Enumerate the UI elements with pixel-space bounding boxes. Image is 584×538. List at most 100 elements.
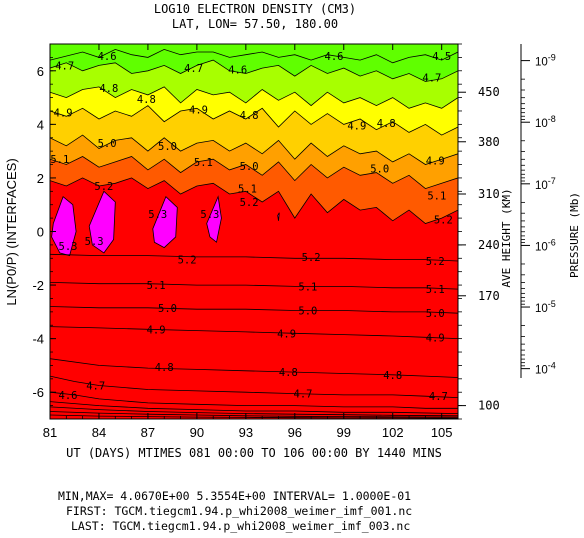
contour-label: 4.6 [59, 390, 78, 402]
contour-label: 4.8 [99, 83, 118, 95]
x-axis: 81 84 87 90 93 96 99 102 105 [43, 44, 459, 440]
contour-label: 5.3 [200, 209, 219, 221]
contour-label: 4.9 [189, 105, 208, 117]
height-tick-label: 170 [478, 289, 500, 303]
contour-label: 5.2 [178, 255, 197, 267]
contour-fill-layer [50, 44, 458, 419]
pressure-tick-label: 10-5 [535, 299, 556, 315]
x-tick-label: 90 [190, 425, 204, 440]
contour-label: 4.6 [325, 51, 344, 63]
contour-label: 4.8 [279, 367, 298, 379]
contour-label: 5.2 [426, 256, 445, 268]
pressure-tick-label: 10-8 [535, 114, 556, 130]
x-tick-label: 105 [431, 425, 453, 440]
contour-label: 4.6 [98, 51, 117, 63]
contour-label: 5.0 [158, 141, 177, 153]
contour-line-5.2 [50, 177, 458, 224]
height-axis: 450 380 310 240 170 100 [457, 43, 500, 420]
contour-line-4.9 [50, 326, 458, 339]
x-tick-label: 96 [288, 425, 302, 440]
pressure-tick-exponent: -5 [548, 299, 556, 309]
contour-line-4.8 [50, 86, 458, 109]
contour-label: 5.2 [94, 181, 113, 193]
y-tick-label: -4 [32, 332, 44, 347]
x-tick-label: 87 [141, 425, 155, 440]
contour-line-4.7 [50, 59, 458, 82]
contour-label: 4.8 [240, 110, 259, 122]
contour-line-5.0 [50, 306, 458, 314]
contour-label: 4.8 [155, 362, 174, 374]
height-axis-label: AVE HEIGHT (KM) [500, 188, 513, 287]
contour-label: 4.9 [54, 107, 73, 119]
contour-label: 5.1 [427, 190, 446, 202]
contour-label: 5.0 [240, 161, 259, 173]
contour-label-layer: 4.6 4.6 4.5 4.7 4.7 4.6 4.8 4.7 4.9 4.8 4.9 4.8 4.8 4… [50, 51, 452, 403]
contour-closed-5.3-1 [88, 190, 116, 254]
height-tick-label: 100 [478, 399, 500, 413]
contour-line-4.6 [50, 48, 458, 64]
contour-label: 5.1 [426, 284, 445, 296]
x-tick-label: 84 [92, 425, 106, 440]
pressure-tick-label: 10-9 [535, 53, 556, 69]
contour-closed-5.3-2 [152, 196, 178, 249]
contour-label: 5.1 [298, 281, 317, 293]
contour-line-4.6 [50, 391, 458, 409]
contour-line-4.9 [50, 105, 458, 136]
pressure-tick-label: 10-7 [535, 176, 556, 192]
contour-label: 5.1 [147, 280, 166, 292]
contour-line-5.1 [50, 156, 458, 190]
contour-label: 4.9 [277, 328, 296, 340]
pressure-tick-label: 10-6 [535, 237, 556, 253]
x-tick-label: 99 [337, 425, 351, 440]
contour-line-4.8 [50, 358, 458, 378]
contour-label: 4.8 [377, 118, 396, 130]
y-tick-label: 2 [37, 171, 44, 186]
footer-last-file: LAST: TGCM.tiegcm1.94.p_whi2008_weimer_i… [71, 519, 410, 533]
contour-label: 4.7 [86, 381, 105, 393]
pressure-tick-exponent: -6 [548, 237, 556, 247]
contour-label: 4.7 [422, 73, 441, 85]
contour-label: 5.3 [148, 209, 167, 221]
contour-band-top [50, 44, 458, 63]
footer-minmax: MIN,MAX= 4.0670E+00 5.3554E+00 INTERVAL=… [58, 489, 411, 503]
contour-label: 5.3 [85, 236, 104, 248]
contour-label: 5.3 [59, 241, 78, 253]
y-axis-label: LN(P0/P) (INTERFACES) [4, 158, 19, 305]
contour-line-5.2 [50, 253, 458, 262]
contour-line-4.5 [50, 401, 458, 414]
contour-label: 5.1 [50, 154, 69, 166]
contour-line-layer [50, 48, 458, 419]
contour-label: 4.8 [137, 94, 156, 106]
pressure-tick-exponent: -4 [548, 361, 556, 371]
contour-label: 4.9 [426, 156, 445, 168]
contour-label: 5.0 [298, 306, 317, 318]
contour-label: 4.8 [383, 370, 402, 382]
contour-label: 5.1 [194, 157, 213, 169]
y-axis: 6 4 2 0 -2 -4 -6 [32, 43, 56, 420]
x-tick-label: 102 [382, 425, 404, 440]
contour-line-5.0 [50, 134, 458, 165]
y-tick-label: 0 [37, 225, 44, 240]
contour-line-4.7 [50, 375, 458, 398]
contour-label: 4.5 [432, 51, 451, 63]
contour-label: 4.7 [294, 389, 313, 401]
pressure-axis-label: PRESSURE (Mb) [568, 192, 581, 278]
contour-label: 4.9 [147, 324, 166, 336]
contour-label: 4.9 [347, 121, 366, 133]
chart-title-line2: LAT, LON= 57.50, 180.00 [172, 17, 338, 31]
x-axis-label: UT (DAYS) MTIMES 081 00:00 TO 106 00:00 … [66, 446, 442, 460]
y-tick-label: 6 [37, 64, 44, 79]
contour-closed-5.3-0 [51, 196, 77, 257]
contour-band-upper-5.2 [50, 177, 458, 419]
chart-title-line1: LOG10 ELECTRON DENSITY (CM3) [154, 2, 356, 16]
height-tick-label: 310 [478, 187, 500, 201]
x-tick-label: 93 [239, 425, 253, 440]
contour-label: 5.0 [158, 303, 177, 315]
contour-label: 5.0 [370, 164, 389, 176]
height-tick-label: 240 [478, 238, 500, 252]
y-tick-label: -6 [32, 385, 44, 400]
contour-closed-5.3-4 [277, 212, 280, 221]
y-tick-label: 4 [37, 117, 44, 132]
contour-label: 5.2 [240, 197, 259, 209]
contour-label: 4.7 [184, 63, 203, 75]
